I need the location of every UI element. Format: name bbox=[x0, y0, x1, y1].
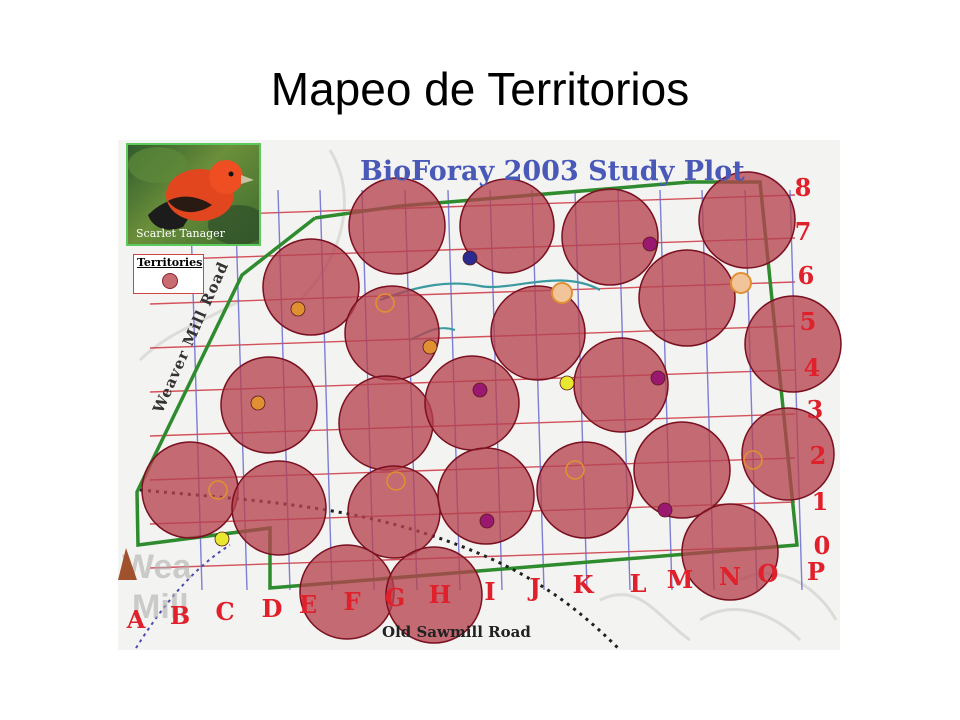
column-label: L bbox=[630, 569, 647, 598]
territory-center-marker bbox=[375, 293, 395, 313]
column-label: D bbox=[262, 594, 283, 623]
row-label: 0 bbox=[814, 531, 831, 560]
row-label: 3 bbox=[807, 395, 824, 424]
column-label: A bbox=[126, 605, 146, 634]
hatched-marker bbox=[551, 282, 573, 304]
column-label: F bbox=[343, 587, 360, 616]
territory-circle bbox=[573, 337, 669, 433]
legend-title: Territories bbox=[137, 256, 203, 269]
row-label: 1 bbox=[812, 487, 829, 516]
stream-line bbox=[379, 279, 601, 302]
observation-marker bbox=[650, 370, 666, 386]
column-label: H bbox=[429, 580, 452, 609]
territory-circle bbox=[347, 465, 441, 559]
plot-boundary bbox=[135, 180, 799, 590]
row-label: 4 bbox=[804, 353, 821, 382]
slide-title: Mapeo de Territorios bbox=[270, 63, 690, 115]
territory-circle bbox=[344, 285, 440, 381]
column-label: K bbox=[573, 570, 595, 599]
territory-center-marker bbox=[743, 450, 763, 470]
column-label: G bbox=[385, 583, 406, 612]
legend-box: Territories bbox=[133, 254, 204, 294]
territory-circle bbox=[141, 441, 239, 539]
territory-circle bbox=[348, 177, 446, 275]
observation-marker bbox=[290, 301, 306, 317]
observation-marker bbox=[657, 502, 673, 518]
territory-circle bbox=[385, 546, 483, 644]
observation-marker bbox=[559, 375, 575, 391]
tanager-drawing bbox=[128, 147, 259, 244]
weaver-road-dotted bbox=[135, 544, 231, 649]
row-label: 8 bbox=[795, 173, 812, 202]
column-label: M bbox=[667, 565, 694, 594]
territory-circle bbox=[741, 407, 835, 501]
row-labels: 8 7 6 5 4 3 2 1 0 bbox=[795, 173, 831, 560]
observation-marker bbox=[472, 382, 488, 398]
column-label: O bbox=[758, 559, 779, 588]
column-label: C bbox=[215, 597, 234, 626]
territory-circle bbox=[561, 188, 659, 286]
territory-circle bbox=[262, 238, 360, 336]
hatched-marker bbox=[730, 272, 752, 294]
column-label: P bbox=[807, 557, 825, 586]
column-label: I bbox=[484, 577, 495, 606]
territories-layer bbox=[141, 171, 842, 644]
territory-center-marker bbox=[386, 471, 406, 491]
row-label: 2 bbox=[810, 441, 827, 470]
plot-header: BioForay 2003 Study Plot bbox=[360, 156, 745, 187]
territory-circle bbox=[681, 503, 779, 601]
bird-photo: Scarlet Tanager bbox=[126, 143, 261, 246]
territory-center-marker bbox=[208, 480, 228, 500]
observation-marker bbox=[422, 339, 438, 355]
row-label: 6 bbox=[798, 261, 815, 290]
markers-layer bbox=[208, 236, 763, 547]
observation-marker bbox=[642, 236, 658, 252]
territory-circle bbox=[536, 441, 634, 539]
row-label: 5 bbox=[800, 307, 817, 336]
observation-marker bbox=[479, 513, 495, 529]
wea-label: Wea bbox=[122, 548, 192, 586]
map-corner-triangle bbox=[118, 548, 137, 580]
territory-circle bbox=[744, 295, 842, 393]
row-label: 7 bbox=[795, 217, 812, 246]
territory-circle bbox=[338, 375, 434, 471]
territory-circle bbox=[638, 249, 736, 347]
sawmill-road-label: Old Sawmill Road bbox=[382, 623, 531, 641]
mill-label: Mill bbox=[132, 588, 189, 626]
observation-marker bbox=[250, 395, 266, 411]
territory-circle bbox=[424, 355, 520, 451]
observation-marker bbox=[214, 531, 230, 547]
territory-circle bbox=[459, 178, 555, 274]
territory-circle bbox=[220, 356, 318, 454]
territory-circle bbox=[698, 171, 796, 269]
territory-circle bbox=[490, 285, 586, 381]
column-label: J bbox=[527, 573, 540, 602]
territory-center-marker bbox=[565, 460, 585, 480]
column-label: E bbox=[299, 590, 317, 619]
territory-swatch-icon bbox=[162, 273, 178, 289]
territory-circle bbox=[231, 460, 327, 556]
territory-circle bbox=[633, 421, 731, 519]
observation-marker bbox=[462, 250, 478, 266]
column-label: B bbox=[170, 601, 190, 630]
territory-circle bbox=[437, 447, 535, 545]
column-label: N bbox=[719, 562, 741, 591]
sawmill-road bbox=[139, 488, 622, 652]
bird-caption: Scarlet Tanager bbox=[136, 227, 225, 240]
